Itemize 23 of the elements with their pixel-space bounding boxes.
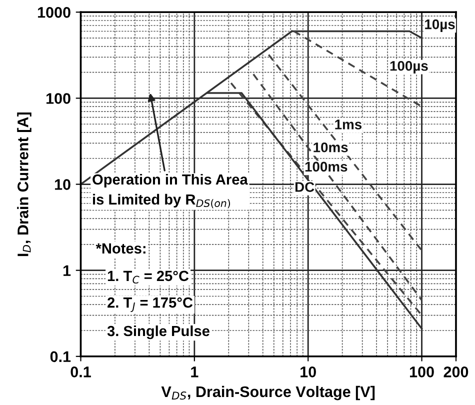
x-tick-label: 1 <box>191 366 198 378</box>
series-label: 1ms <box>335 120 362 130</box>
x-axis-title: V$_{DS}$, Drain-Source Voltage [V] <box>161 386 375 400</box>
series-label: 100µs <box>390 60 428 74</box>
annotation: 1. T$_{C}$ = 25°C <box>108 270 189 284</box>
series-label: 10µs <box>425 19 455 32</box>
series-label: DC <box>295 182 314 192</box>
annotation: *Notes: <box>96 243 146 254</box>
x-tick-label: 10 <box>300 366 316 378</box>
y-axis-title: I$_{D}$, Drain Current [A] <box>17 112 32 256</box>
annotation: 2. T$_{J}$ = 175°C <box>108 297 193 312</box>
y-tick-label: 100 <box>46 93 70 104</box>
y-tick-label: 0.1 <box>50 351 71 362</box>
x-tick-label: 200 <box>444 366 468 378</box>
annotation: 3. Single Pulse <box>107 325 210 340</box>
x-tick-label: 0.1 <box>70 366 91 378</box>
x-tick-label: 100 <box>410 366 434 378</box>
series-label: 10ms <box>314 142 348 152</box>
y-tick-label: 1 <box>63 265 71 276</box>
y-tick-label: 10 <box>55 179 70 190</box>
y-tick-label: 1000 <box>38 7 70 18</box>
annotation: Operation in This Area is Limited by R$_{DS(on)}$ <box>92 174 248 208</box>
series-label: 100ms <box>305 162 348 172</box>
